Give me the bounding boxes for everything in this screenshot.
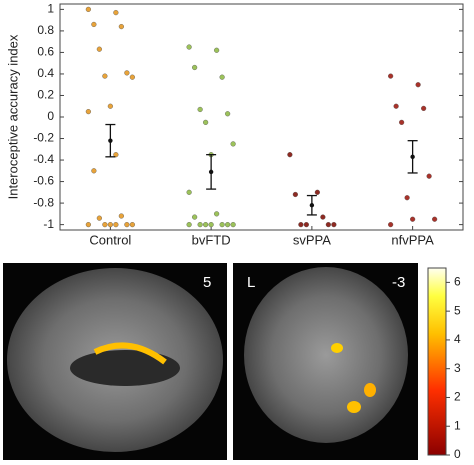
point <box>219 222 225 228</box>
point <box>399 119 405 125</box>
colorbar-tick-label: 5 <box>454 303 461 317</box>
y-axis-label: Interoceptive accuracy index <box>5 34 20 199</box>
y-tick-label: -0.8 <box>33 195 54 209</box>
point <box>214 47 220 53</box>
x-tick-label: bvFTD <box>192 232 231 247</box>
point <box>85 222 91 228</box>
point <box>314 189 320 195</box>
y-tick-label: -0.2 <box>33 131 54 145</box>
brain <box>244 267 408 443</box>
point <box>192 214 198 220</box>
y-tick-label: 0.4 <box>37 66 54 80</box>
y-tick-label: 0.6 <box>37 45 54 59</box>
point <box>129 74 135 80</box>
point <box>225 222 231 228</box>
colorbar-tick-label: 4 <box>454 332 461 346</box>
point <box>388 222 394 228</box>
point <box>219 74 225 80</box>
point <box>415 82 421 88</box>
colorbar-tick-label: 1 <box>454 418 461 432</box>
point <box>214 211 220 217</box>
point <box>426 173 432 179</box>
point <box>410 216 416 222</box>
colorbar-tick-label: 0 <box>454 447 461 460</box>
mean-point <box>410 154 415 160</box>
mean-point <box>309 203 315 208</box>
activation <box>347 401 361 413</box>
y-tick-label: -1 <box>43 217 54 231</box>
point <box>325 222 331 228</box>
point <box>192 64 198 71</box>
y-tick-label: 1 <box>47 2 54 16</box>
y-tick-label: 0.2 <box>37 88 54 102</box>
activation <box>93 342 167 365</box>
point <box>208 222 214 228</box>
ventricle <box>70 350 180 386</box>
activation <box>331 343 343 353</box>
mean-point <box>208 169 214 175</box>
point <box>91 21 97 28</box>
point <box>225 111 231 117</box>
coronal-panel: L -3 <box>233 263 418 460</box>
point <box>118 24 124 30</box>
point <box>113 152 119 158</box>
sagittal-panel: 5 <box>3 263 227 460</box>
point <box>388 73 394 79</box>
slice-label: -3 <box>392 274 405 291</box>
mean-point <box>108 138 113 143</box>
point <box>186 222 192 228</box>
point <box>107 103 113 109</box>
point <box>91 168 97 174</box>
plot-frame <box>59 3 464 231</box>
point <box>421 105 427 111</box>
point <box>203 222 209 228</box>
point <box>129 222 135 228</box>
point <box>320 214 326 220</box>
y-tick-label: -0.4 <box>33 152 54 166</box>
point <box>85 6 91 12</box>
point <box>186 44 192 50</box>
colorbar-tick-label: 2 <box>454 390 461 404</box>
x-tick-label: svPPA <box>293 232 331 247</box>
y-tick-label: 0.8 <box>37 23 54 37</box>
colorbar <box>427 267 447 456</box>
x-tick-label: Control <box>89 232 131 247</box>
point <box>197 222 203 228</box>
point <box>96 215 102 221</box>
point <box>303 222 309 228</box>
point <box>432 216 438 222</box>
point <box>287 152 293 158</box>
side-label: L <box>247 274 255 291</box>
point <box>85 109 91 115</box>
point <box>331 222 337 228</box>
point <box>118 213 124 219</box>
point <box>107 222 113 228</box>
point <box>393 103 399 109</box>
point <box>124 222 130 228</box>
point <box>102 73 108 79</box>
point <box>230 141 236 147</box>
point <box>203 119 209 125</box>
point <box>230 222 236 228</box>
point <box>113 222 119 228</box>
point <box>113 10 119 16</box>
point <box>298 222 304 228</box>
point <box>292 191 298 198</box>
point <box>404 195 410 201</box>
activation <box>364 383 376 397</box>
point <box>197 106 203 113</box>
point <box>124 70 130 76</box>
y-tick-label: 0 <box>47 109 54 123</box>
point <box>186 189 192 195</box>
point <box>96 46 102 52</box>
colorbar-tick-label: 6 <box>454 275 461 289</box>
slice-label: 5 <box>203 274 211 291</box>
point <box>102 222 108 228</box>
colorbar-tick-label: 3 <box>454 361 461 375</box>
x-tick-label: nfvPPA <box>391 232 434 247</box>
y-tick-label: -0.6 <box>33 174 54 188</box>
